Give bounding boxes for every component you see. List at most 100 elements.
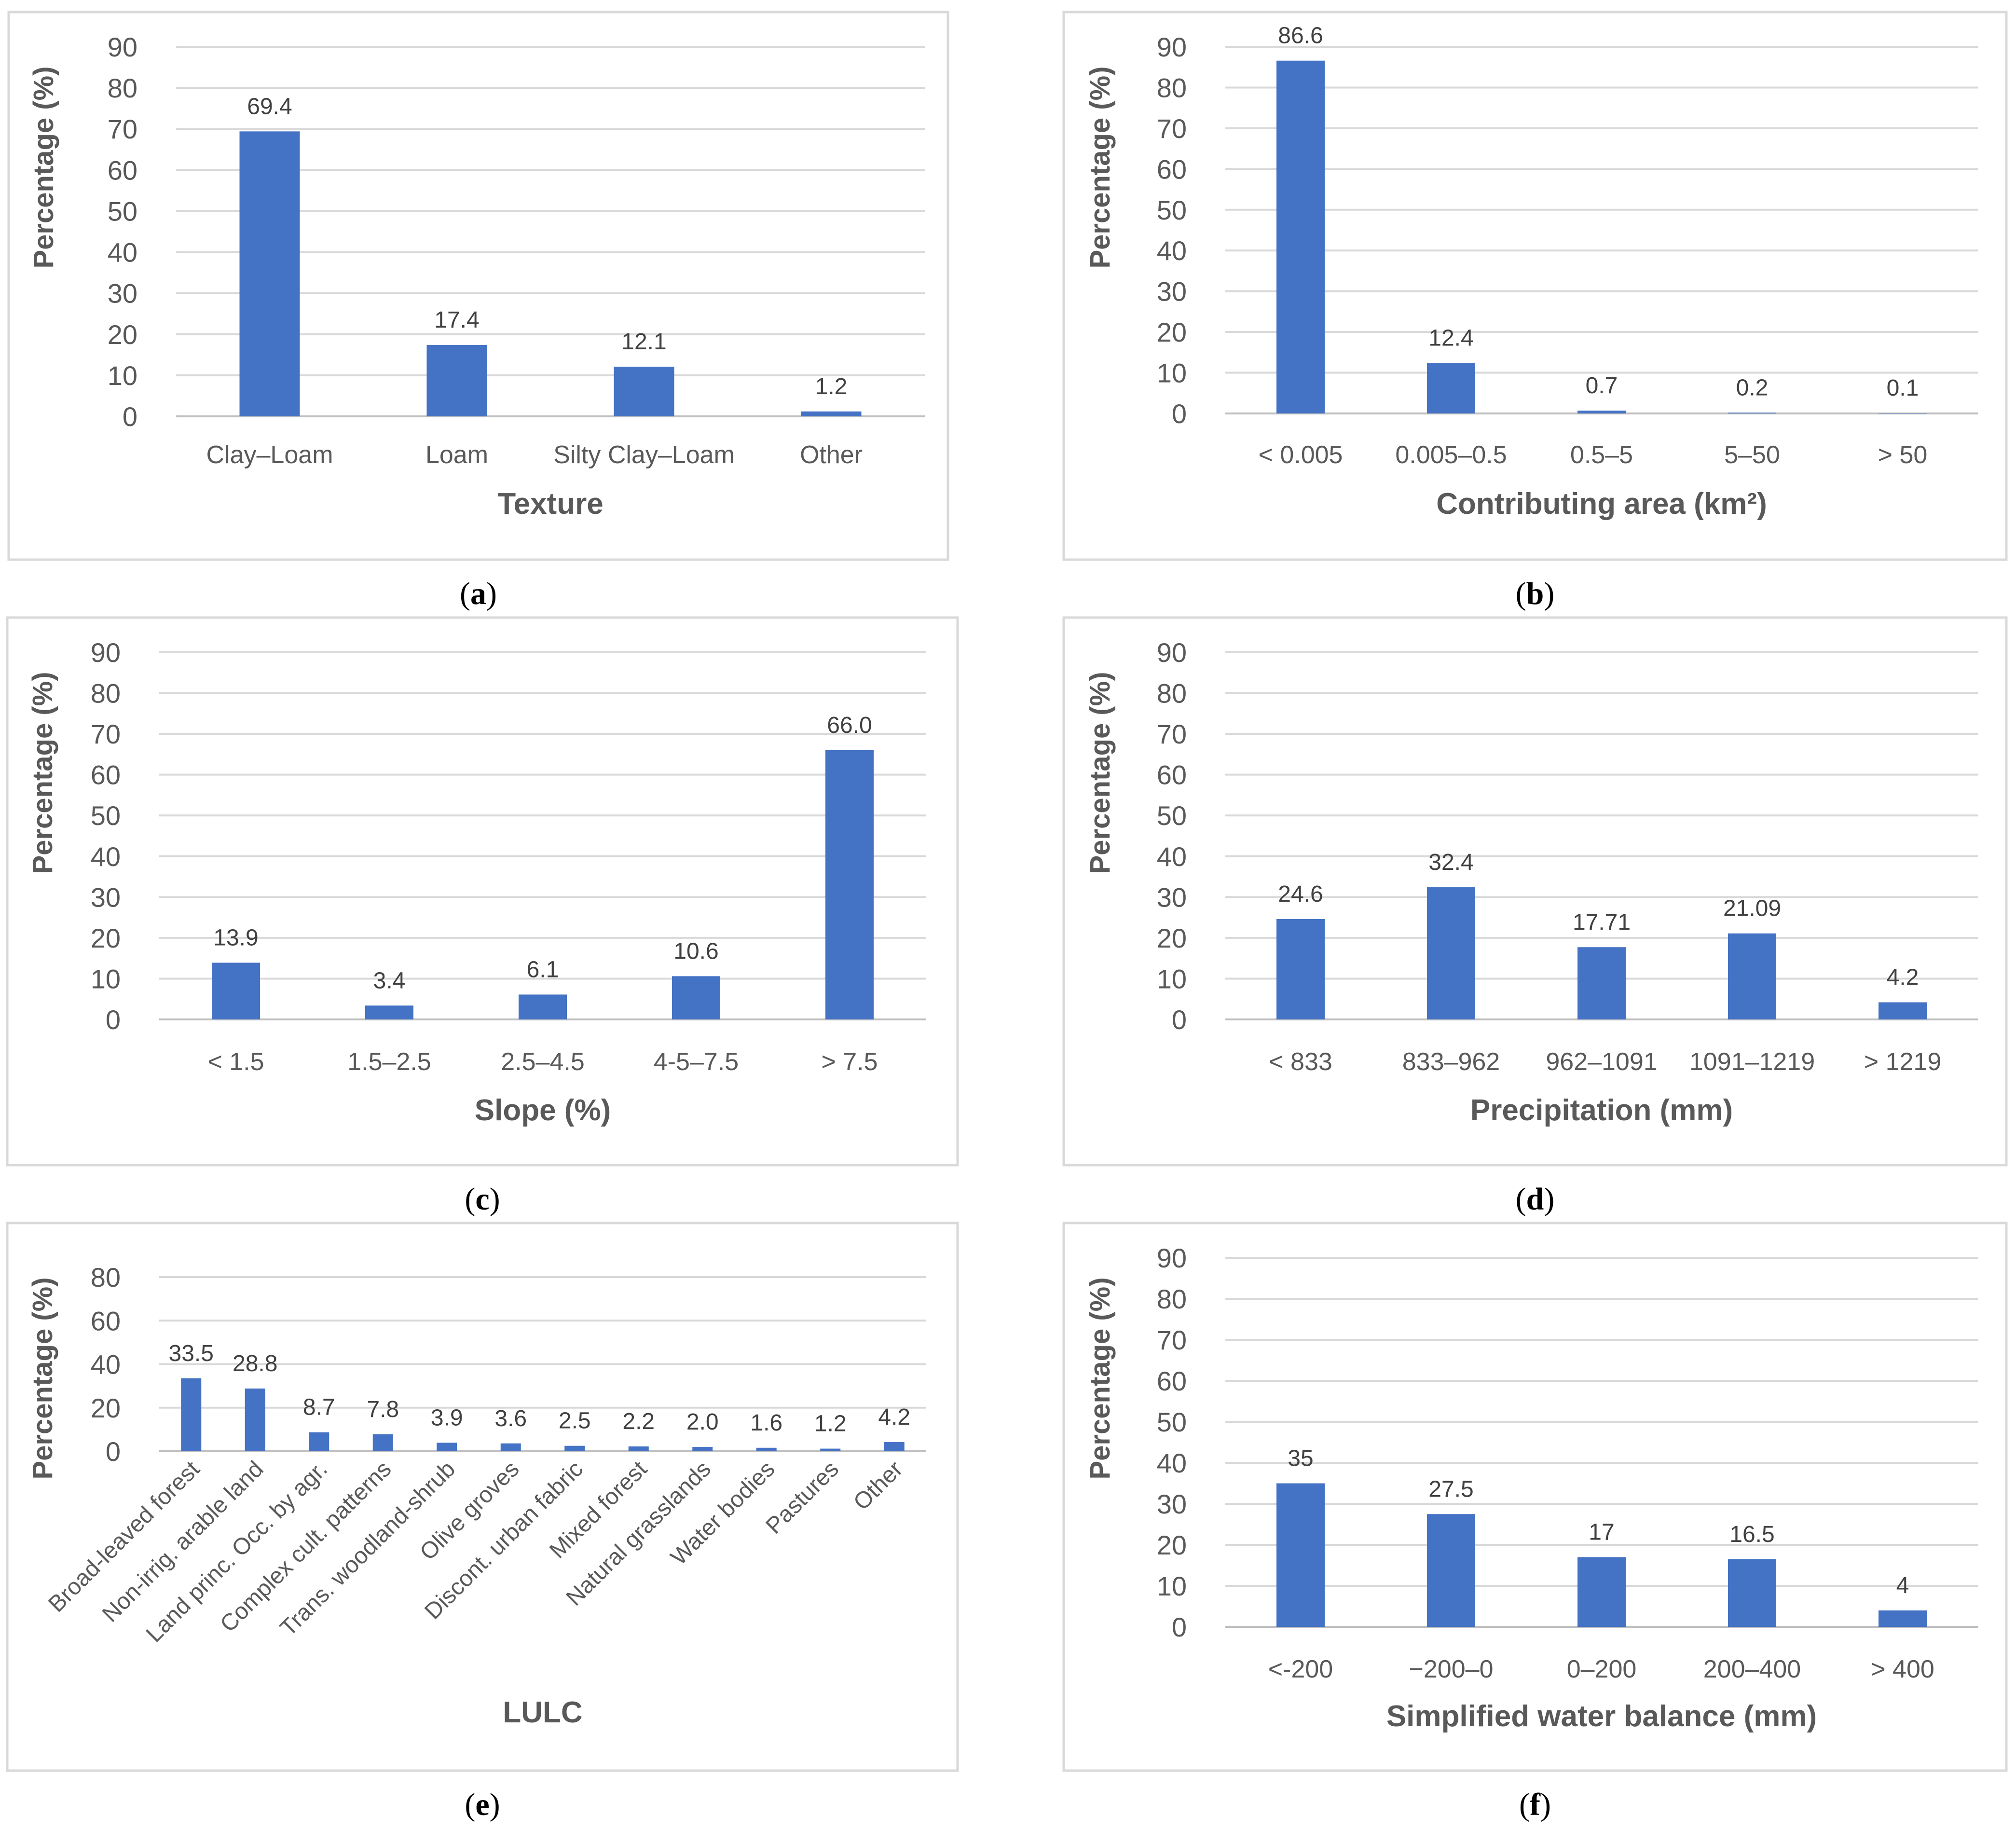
chart-frame — [1062, 1222, 2008, 1772]
y-axis-title: Percentage (%) — [1084, 1277, 1116, 1479]
bar — [1427, 1514, 1475, 1627]
bar — [1427, 887, 1475, 1019]
chart-panel-a: 0 10 20 30 40 50 60 70 80 90 Percentage (%) 69.4 Cla… — [7, 11, 949, 611]
x-tick-label: 962–1091 — [1546, 1048, 1657, 1076]
bar — [212, 963, 260, 1019]
chart-frame — [6, 1222, 959, 1772]
bar — [519, 994, 567, 1019]
y-tick-label: 0 — [1172, 1004, 1187, 1035]
data-label: 0.2 — [1736, 375, 1769, 400]
data-label: 7.8 — [367, 1397, 399, 1422]
y-tick-label: 70 — [1157, 1325, 1187, 1355]
y-tick-label: 50 — [1157, 195, 1187, 225]
y-tick-label: 90 — [1157, 637, 1187, 668]
x-tick-label: 0.005–0.5 — [1395, 441, 1507, 469]
data-label: 24.6 — [1278, 881, 1323, 907]
y-tick-label: 90 — [1157, 32, 1187, 62]
y-tick-label: 80 — [1157, 1284, 1187, 1314]
y-tick-label: 10 — [91, 963, 121, 994]
chart-frame — [7, 11, 949, 561]
data-label: 2.2 — [622, 1409, 655, 1434]
data-label: 27.5 — [1428, 1476, 1473, 1502]
panel-letter: e — [475, 1787, 489, 1822]
y-tick-label: 90 — [1157, 1243, 1187, 1273]
x-tick-label: −200–0 — [1409, 1655, 1494, 1683]
x-tick-label: 1.5–2.5 — [347, 1048, 431, 1076]
panel-letter: d — [1526, 1182, 1544, 1217]
y-tick-label: 30 — [1157, 1489, 1187, 1519]
chart-panel-f: 0 10 20 30 40 50 60 70 80 90 Percentage (%) 35 <-200… — [1062, 1222, 2008, 1822]
data-label: 21.09 — [1723, 896, 1781, 921]
bar — [1577, 411, 1626, 413]
y-tick-label: 10 — [108, 360, 137, 391]
bar — [628, 1446, 649, 1451]
chart-panel-c: 0 10 20 30 40 50 60 70 80 90 Percentage (%) 13.9 < 1… — [6, 616, 959, 1217]
y-tick-label: 50 — [91, 800, 121, 831]
data-label: 6.1 — [527, 957, 559, 982]
y-tick-label: 20 — [1157, 317, 1187, 347]
x-tick-label: Silty Clay–Loam — [553, 441, 735, 469]
bar — [239, 131, 300, 417]
panel-caption: (c) — [465, 1182, 500, 1217]
x-tick-label: 0–200 — [1567, 1655, 1637, 1683]
y-tick-label: 20 — [108, 319, 137, 350]
bar — [1276, 60, 1325, 413]
x-tick-label: > 7.5 — [821, 1048, 878, 1076]
data-label: 35 — [1288, 1446, 1313, 1471]
x-tick-label: <-200 — [1268, 1655, 1333, 1683]
data-label: 0.7 — [1586, 373, 1618, 399]
x-axis-title: Simplified water balance (mm) — [1386, 1700, 1817, 1733]
panel-letter: b — [1526, 576, 1544, 611]
x-tick-label: Other — [800, 441, 863, 469]
chart-frame — [1062, 11, 2008, 561]
data-label: 28.8 — [233, 1351, 277, 1376]
bar — [1276, 919, 1325, 1019]
y-tick-label: 70 — [1157, 719, 1187, 749]
bar — [564, 1445, 585, 1451]
bar — [437, 1443, 457, 1451]
y-tick-label: 0 — [123, 401, 137, 432]
bar — [365, 1005, 413, 1019]
data-label: 32.4 — [1428, 850, 1473, 875]
y-axis-title: Percentage (%) — [1084, 672, 1116, 874]
bar — [884, 1442, 905, 1451]
y-tick-label: 20 — [91, 1393, 121, 1423]
bar — [500, 1443, 521, 1451]
y-tick-label: 60 — [108, 155, 137, 185]
data-label: 33.5 — [169, 1341, 214, 1366]
panel-caption: (b) — [1516, 576, 1555, 611]
x-tick-label: 2.5–4.5 — [501, 1048, 585, 1076]
data-label: 69.4 — [247, 94, 292, 119]
y-tick-label: 60 — [1157, 760, 1187, 790]
bar — [1728, 1559, 1776, 1627]
y-tick-label: 0 — [1172, 1612, 1187, 1642]
bar — [1577, 1557, 1626, 1627]
x-tick-label: 0.5–5 — [1570, 441, 1633, 469]
y-tick-label: 40 — [1157, 1448, 1187, 1478]
data-label: 4 — [1896, 1573, 1909, 1598]
chart-panel-b: 0 10 20 30 40 50 60 70 80 90 Percentage (%) 86.6 < 0… — [1062, 11, 2008, 611]
data-label: 1.2 — [815, 374, 848, 399]
bar — [426, 344, 487, 416]
y-tick-label: 0 — [106, 1436, 121, 1467]
y-tick-label: 40 — [91, 1349, 121, 1380]
y-tick-label: 0 — [1172, 399, 1187, 429]
y-tick-label: 20 — [1157, 1530, 1187, 1560]
x-tick-label: 1091–1219 — [1689, 1048, 1815, 1076]
bar — [672, 976, 720, 1019]
y-tick-label: 20 — [1157, 923, 1187, 953]
data-label: 13.9 — [213, 925, 258, 950]
bar — [820, 1448, 841, 1451]
y-tick-label: 80 — [1157, 72, 1187, 103]
x-axis-title: Precipitation (mm) — [1470, 1094, 1733, 1127]
x-tick-label: 5–50 — [1724, 441, 1780, 469]
y-tick-label: 70 — [1157, 113, 1187, 144]
panel-caption: (f) — [1519, 1787, 1551, 1822]
x-tick-label: Clay–Loam — [206, 441, 333, 469]
y-tick-label: 30 — [108, 278, 137, 309]
y-tick-label: 80 — [91, 1262, 121, 1293]
y-tick-label: 70 — [108, 114, 137, 144]
y-axis-title: Percentage (%) — [27, 1277, 58, 1479]
